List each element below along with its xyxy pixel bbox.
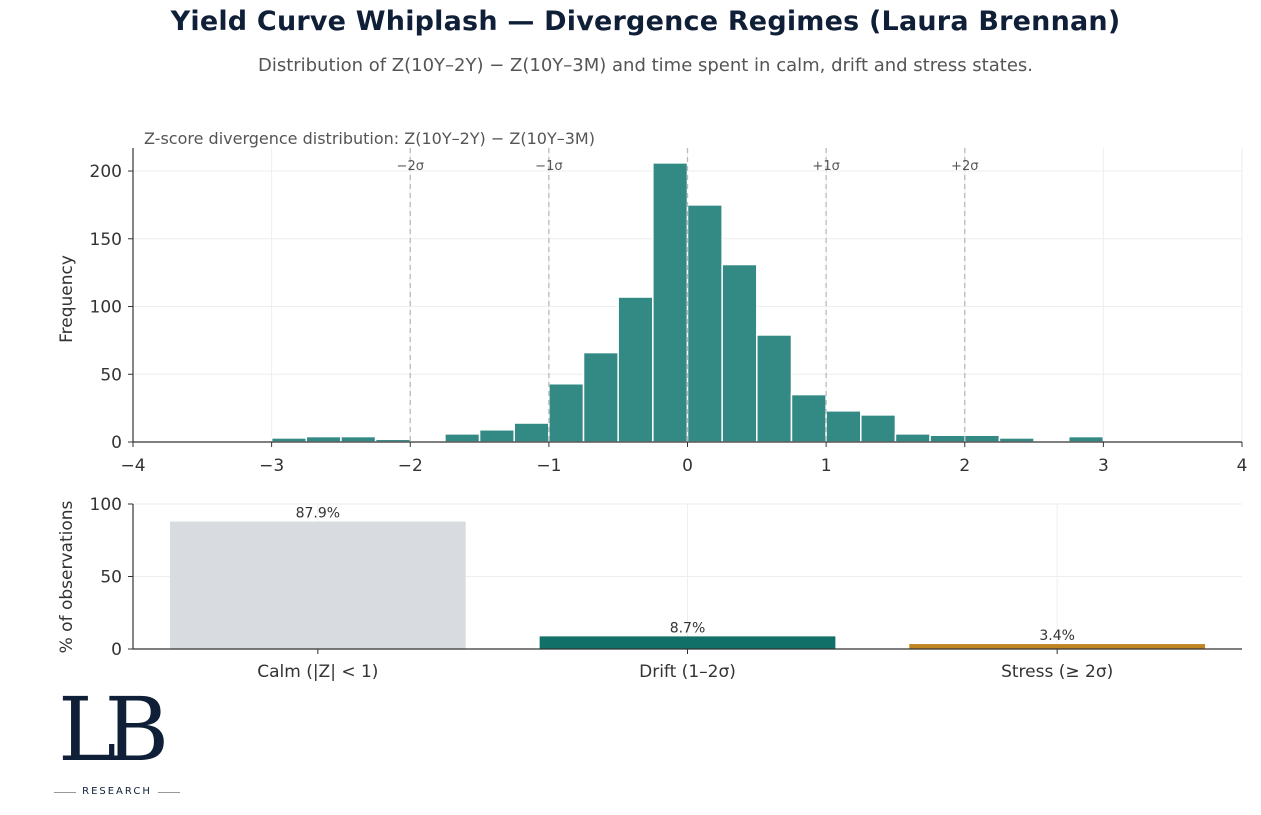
hist-bar — [860, 414, 897, 443]
hist-xtick-label: −1 — [536, 456, 561, 476]
hist-bar — [513, 422, 550, 443]
hist-ytick-label: 150 — [90, 230, 122, 250]
hist-xtick-label: −2 — [398, 456, 423, 476]
sigma-label: +2σ — [951, 159, 978, 174]
hist-xtick-label: 2 — [959, 456, 970, 476]
hist-ytick-label: 200 — [90, 162, 122, 182]
regime-panel: 87.9% Calm (|Z| < 1) 8.7% Drift (1–2σ) 3.4% S… — [90, 495, 1242, 682]
hist-bar — [964, 434, 1001, 443]
hist-ytick-label: 50 — [100, 365, 122, 385]
hist-bar — [825, 410, 862, 443]
regime-ylabel: % of observations — [57, 500, 77, 653]
regime-value-label: 3.4% — [1039, 628, 1075, 644]
hist-bar — [305, 435, 342, 443]
hist-bar — [721, 263, 758, 443]
regime-bar — [169, 521, 466, 649]
hist-bar — [686, 204, 723, 443]
hist-bar — [617, 296, 654, 443]
regime-value-label: 87.9% — [296, 506, 340, 522]
hist-bar — [270, 437, 308, 443]
sigma-label: −2σ — [397, 159, 424, 174]
hist-bar — [756, 334, 793, 443]
lb-research-logo: LB RESEARCH — [54, 686, 182, 800]
hist-xtick-label: 1 — [821, 456, 832, 476]
hist-xtick-label: −4 — [120, 456, 145, 476]
hist-bar — [444, 433, 481, 443]
hist-bar — [894, 433, 931, 443]
regime-ytick-label: 0 — [111, 640, 122, 660]
hist-bar — [929, 434, 966, 443]
hist-bar — [478, 429, 515, 443]
hist-ytick-label: 0 — [111, 433, 122, 453]
regime-ytick-label: 50 — [100, 568, 122, 588]
logo-wordmark: RESEARCH — [82, 786, 152, 797]
regime-bar — [539, 636, 836, 649]
regime-category-label: Stress (≥ 2σ) — [1001, 662, 1113, 682]
chart-title: Yield Curve Whiplash — Divergence Regime… — [170, 6, 1121, 37]
hist-bar — [1067, 435, 1105, 443]
chart-subtitle: Distribution of Z(10Y–2Y) − Z(10Y–3M) an… — [257, 55, 1033, 76]
hist-ytick-label: 100 — [90, 298, 122, 318]
logo-rule-left — [54, 792, 76, 793]
hist-xtick-label: 4 — [1237, 456, 1248, 476]
hist-ylabel: Frequency — [57, 255, 77, 343]
regime-category-label: Drift (1–2σ) — [639, 662, 736, 682]
hist-xtick-label: −3 — [259, 456, 284, 476]
regime-value-label: 8.7% — [670, 620, 706, 636]
hist-title: Z-score divergence distribution: Z(10Y–2… — [144, 129, 595, 148]
sigma-label: −1σ — [535, 159, 562, 174]
hist-bar — [652, 162, 689, 443]
hist-bar — [548, 382, 585, 443]
histogram-panel: −2σ −1σ +1σ +2σ −4 −3 −2 −1 0 1 2 3 4 0 50 100 150 200 — [90, 148, 1248, 476]
hist-bar — [998, 437, 1035, 443]
regime-ytick-label: 100 — [90, 495, 122, 515]
hist-bar — [340, 435, 377, 443]
sigma-label: +1σ — [812, 159, 839, 174]
hist-xtick-label: 0 — [682, 456, 693, 476]
regime-category-label: Calm (|Z| < 1) — [257, 662, 378, 682]
logo-rule-right — [158, 792, 180, 793]
hist-xtick-label: 3 — [1098, 456, 1109, 476]
regime-bar — [909, 644, 1206, 649]
logo-monogram: LB — [58, 678, 169, 781]
hist-bar — [790, 393, 827, 443]
hist-bar — [582, 351, 619, 443]
